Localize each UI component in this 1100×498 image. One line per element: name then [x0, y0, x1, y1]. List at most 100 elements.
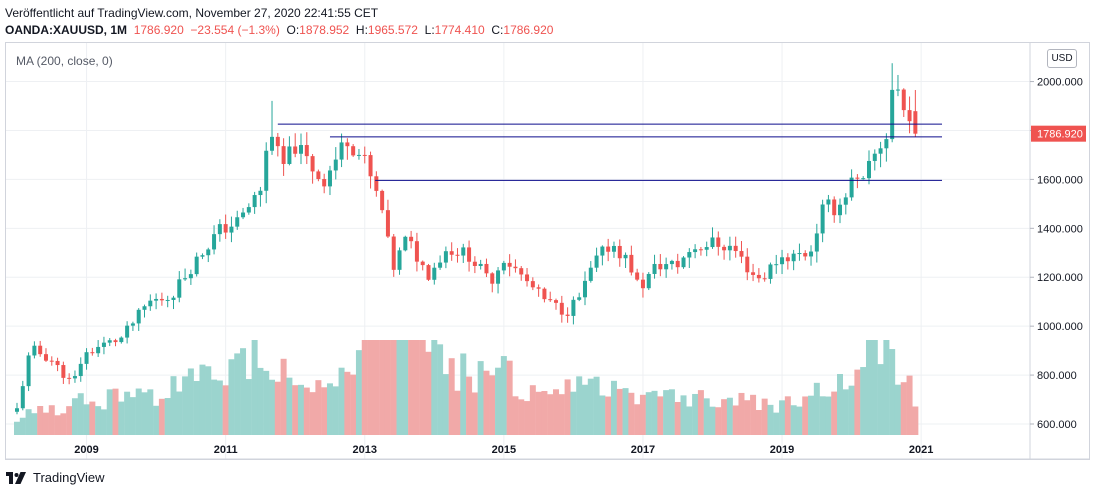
candle-body	[130, 323, 135, 326]
volume-bar	[802, 396, 809, 435]
volume-bar	[355, 350, 362, 435]
volume-bar	[379, 340, 386, 435]
volume-bar	[744, 400, 751, 435]
volume-bar	[211, 379, 218, 435]
volume-bar	[413, 340, 420, 435]
candle-body	[298, 145, 303, 154]
volume-bar	[390, 340, 397, 435]
candles	[15, 63, 918, 415]
volume-bar	[738, 392, 745, 435]
volume-bar	[489, 375, 496, 435]
candle-body	[449, 251, 454, 255]
candle-body	[154, 298, 159, 301]
volume-bar	[634, 404, 641, 435]
volume-bar	[448, 358, 455, 435]
symbol-ohlc-line: OANDA:XAUUSD, 1M 1786.920 −23.554 (−1.3%…	[5, 23, 553, 37]
candle-body	[84, 352, 89, 364]
volume-bar	[187, 368, 194, 435]
candle-body	[751, 272, 756, 275]
indicator-label[interactable]: MA (200, close, 0)	[16, 54, 113, 68]
volume-bar	[245, 379, 252, 435]
volume-bar	[118, 401, 125, 435]
volume-bar	[199, 364, 206, 435]
high-label: H:	[355, 23, 368, 37]
volume-bar	[182, 376, 189, 435]
volume-bar	[48, 405, 55, 435]
candle-body	[785, 257, 790, 262]
volume-bar	[269, 379, 276, 435]
candle-body	[484, 263, 489, 274]
candle-body	[345, 142, 350, 147]
volume-bar	[813, 382, 820, 435]
volume-bar	[367, 340, 374, 435]
candle-body	[322, 179, 327, 187]
volume-bar	[373, 340, 380, 435]
volume-bar	[495, 367, 502, 435]
volume-bar	[524, 401, 531, 435]
volume-bar	[158, 398, 165, 435]
candle-body	[501, 262, 506, 271]
candle-body	[356, 154, 361, 156]
volume-bar	[506, 360, 513, 435]
candle-body	[727, 245, 732, 251]
candle-body	[838, 204, 843, 216]
volume-bar	[419, 340, 426, 435]
candle-body	[275, 136, 280, 147]
volume-bar	[599, 395, 606, 435]
volume-bar	[750, 394, 757, 435]
candle-body	[159, 298, 164, 301]
candle-body	[681, 257, 686, 268]
volume-bar	[564, 379, 571, 435]
volume-bar	[726, 397, 733, 435]
candle-body	[362, 154, 367, 156]
candle-body	[223, 224, 228, 233]
volume-bar	[912, 406, 919, 435]
candle-body	[391, 236, 396, 270]
candle-body	[675, 260, 680, 268]
candle-body	[113, 340, 118, 343]
candle-body	[901, 89, 906, 111]
y-tick-label: 1400.000	[1037, 223, 1083, 235]
candle-body	[548, 299, 553, 301]
currency-button[interactable]: USD	[1047, 49, 1077, 68]
volume-bar	[860, 367, 867, 435]
candle-body	[768, 264, 773, 279]
volume-bar	[54, 415, 61, 435]
footer[interactable]: TradingView	[5, 470, 105, 485]
candle-body	[565, 314, 570, 316]
volume-bar	[819, 396, 826, 435]
candle-body	[136, 309, 141, 324]
volume-bar	[344, 371, 351, 435]
volume-bar	[837, 373, 844, 435]
y-tick-label: 1600.000	[1037, 174, 1083, 186]
candle-body	[623, 254, 628, 259]
volume-bar	[831, 391, 838, 435]
volume-bar	[616, 388, 623, 435]
candle-body	[241, 212, 246, 218]
volume-bar	[326, 383, 333, 435]
candle-body	[426, 265, 431, 280]
candle-body	[606, 246, 611, 252]
y-tick-label: 800.000	[1037, 370, 1077, 382]
candle-body	[704, 247, 709, 250]
candle-body	[826, 199, 831, 205]
volume-bar	[865, 340, 872, 435]
volume-bar	[680, 395, 687, 435]
x-tick-label: 2015	[492, 444, 516, 456]
candle-body	[861, 178, 866, 180]
candle-body	[629, 254, 634, 273]
candle-body	[142, 306, 147, 310]
candle-body	[658, 263, 663, 270]
candle-body	[403, 236, 408, 251]
volume-bar	[205, 366, 212, 435]
volume-bar	[193, 381, 200, 435]
volume-bar	[900, 382, 907, 435]
candle-body	[101, 342, 106, 347]
candle-body	[913, 111, 918, 134]
candle-body	[478, 263, 483, 266]
current-price-label: 1786.920	[1037, 129, 1083, 141]
candle-body	[803, 253, 808, 257]
volume-bar	[581, 384, 588, 435]
volume-bar	[808, 395, 815, 435]
